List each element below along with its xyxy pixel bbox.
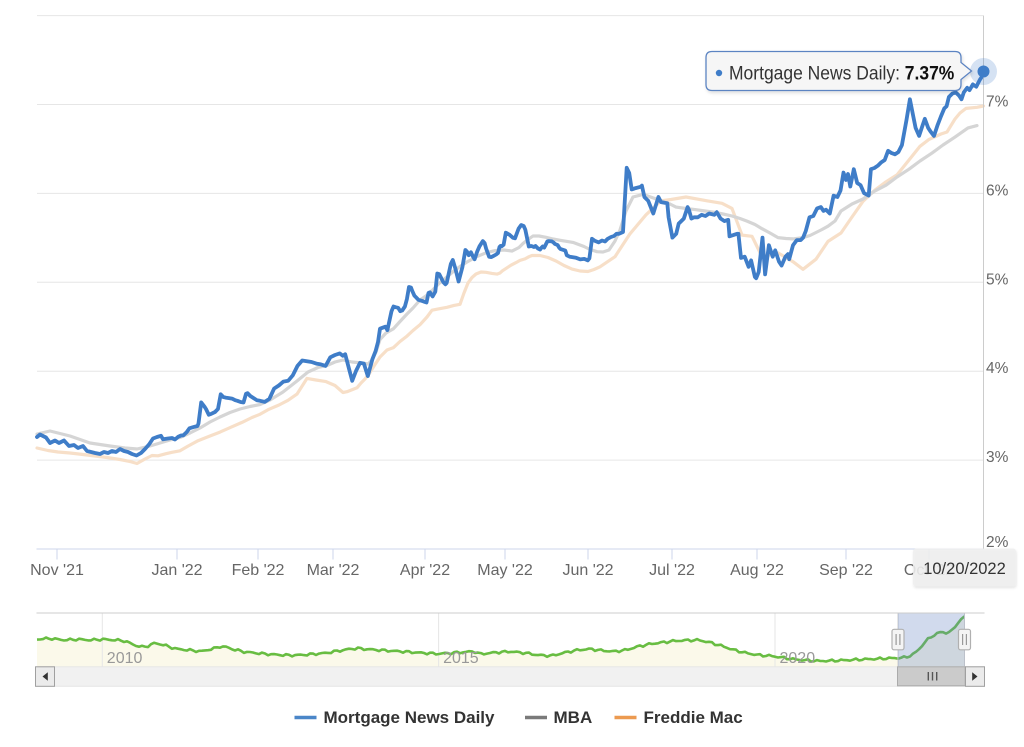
svg-text:Mortgage News Daily: 7.37%: Mortgage News Daily: 7.37% [729,62,954,84]
svg-text:2010: 2010 [107,650,143,667]
svg-text:3%: 3% [986,449,1009,466]
svg-text:7%: 7% [986,94,1009,111]
svg-text:2015: 2015 [443,650,479,667]
svg-text:10/20/2022: 10/20/2022 [923,560,1006,578]
svg-text:2%: 2% [986,534,1009,551]
svg-text:5%: 5% [986,271,1009,288]
svg-text:May '22: May '22 [477,562,533,579]
svg-text:Jul '22: Jul '22 [649,562,695,579]
svg-text:Sep '22: Sep '22 [819,562,873,579]
svg-text:MBA: MBA [554,708,593,727]
svg-text:Jun '22: Jun '22 [562,562,613,579]
svg-text:2020: 2020 [780,650,816,667]
svg-text:Jan '22: Jan '22 [151,562,202,579]
svg-text:Mortgage News Daily: Mortgage News Daily [324,708,496,727]
svg-text:Nov '21: Nov '21 [30,562,84,579]
svg-text:Apr '22: Apr '22 [400,562,450,579]
svg-text:Mar '22: Mar '22 [307,562,360,579]
svg-text:Aug '22: Aug '22 [730,562,784,579]
svg-text:Feb '22: Feb '22 [232,562,285,579]
svg-text:6%: 6% [986,182,1009,199]
svg-text:4%: 4% [986,360,1009,377]
svg-text:Freddie Mac: Freddie Mac [644,708,743,727]
